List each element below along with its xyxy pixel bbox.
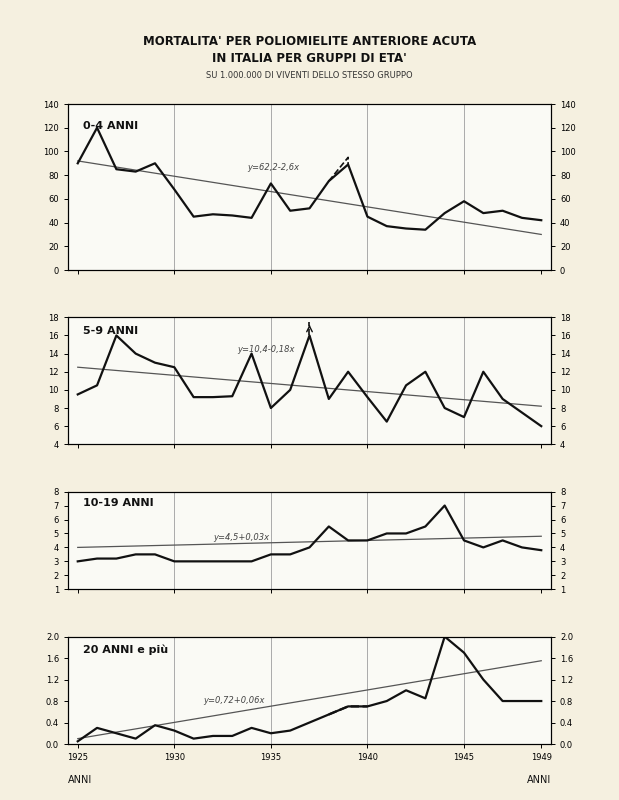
Text: SU 1.000.000 DI VIVENTI DELLO STESSO GRUPPO: SU 1.000.000 DI VIVENTI DELLO STESSO GRU…: [206, 70, 413, 80]
Text: y=4,5+0,03x: y=4,5+0,03x: [213, 534, 269, 542]
Text: ANNI: ANNI: [527, 775, 551, 785]
Text: MORTALITA' PER POLIOMIELITE ANTERIORE ACUTA: MORTALITA' PER POLIOMIELITE ANTERIORE AC…: [143, 35, 476, 48]
Text: ANNI: ANNI: [68, 775, 92, 785]
Text: y=62,2-2,6x: y=62,2-2,6x: [247, 163, 299, 173]
Text: 0-4 ANNI: 0-4 ANNI: [82, 121, 137, 130]
Text: 20 ANNI e più: 20 ANNI e più: [82, 644, 168, 654]
Text: IN ITALIA PER GRUPPI DI ETA': IN ITALIA PER GRUPPI DI ETA': [212, 52, 407, 65]
Text: y=10,4-0,18x: y=10,4-0,18x: [237, 345, 295, 354]
Text: y=0,72+0,06x: y=0,72+0,06x: [203, 696, 265, 705]
Text: 5-9 ANNI: 5-9 ANNI: [82, 326, 137, 336]
Text: 10-19 ANNI: 10-19 ANNI: [82, 498, 153, 509]
